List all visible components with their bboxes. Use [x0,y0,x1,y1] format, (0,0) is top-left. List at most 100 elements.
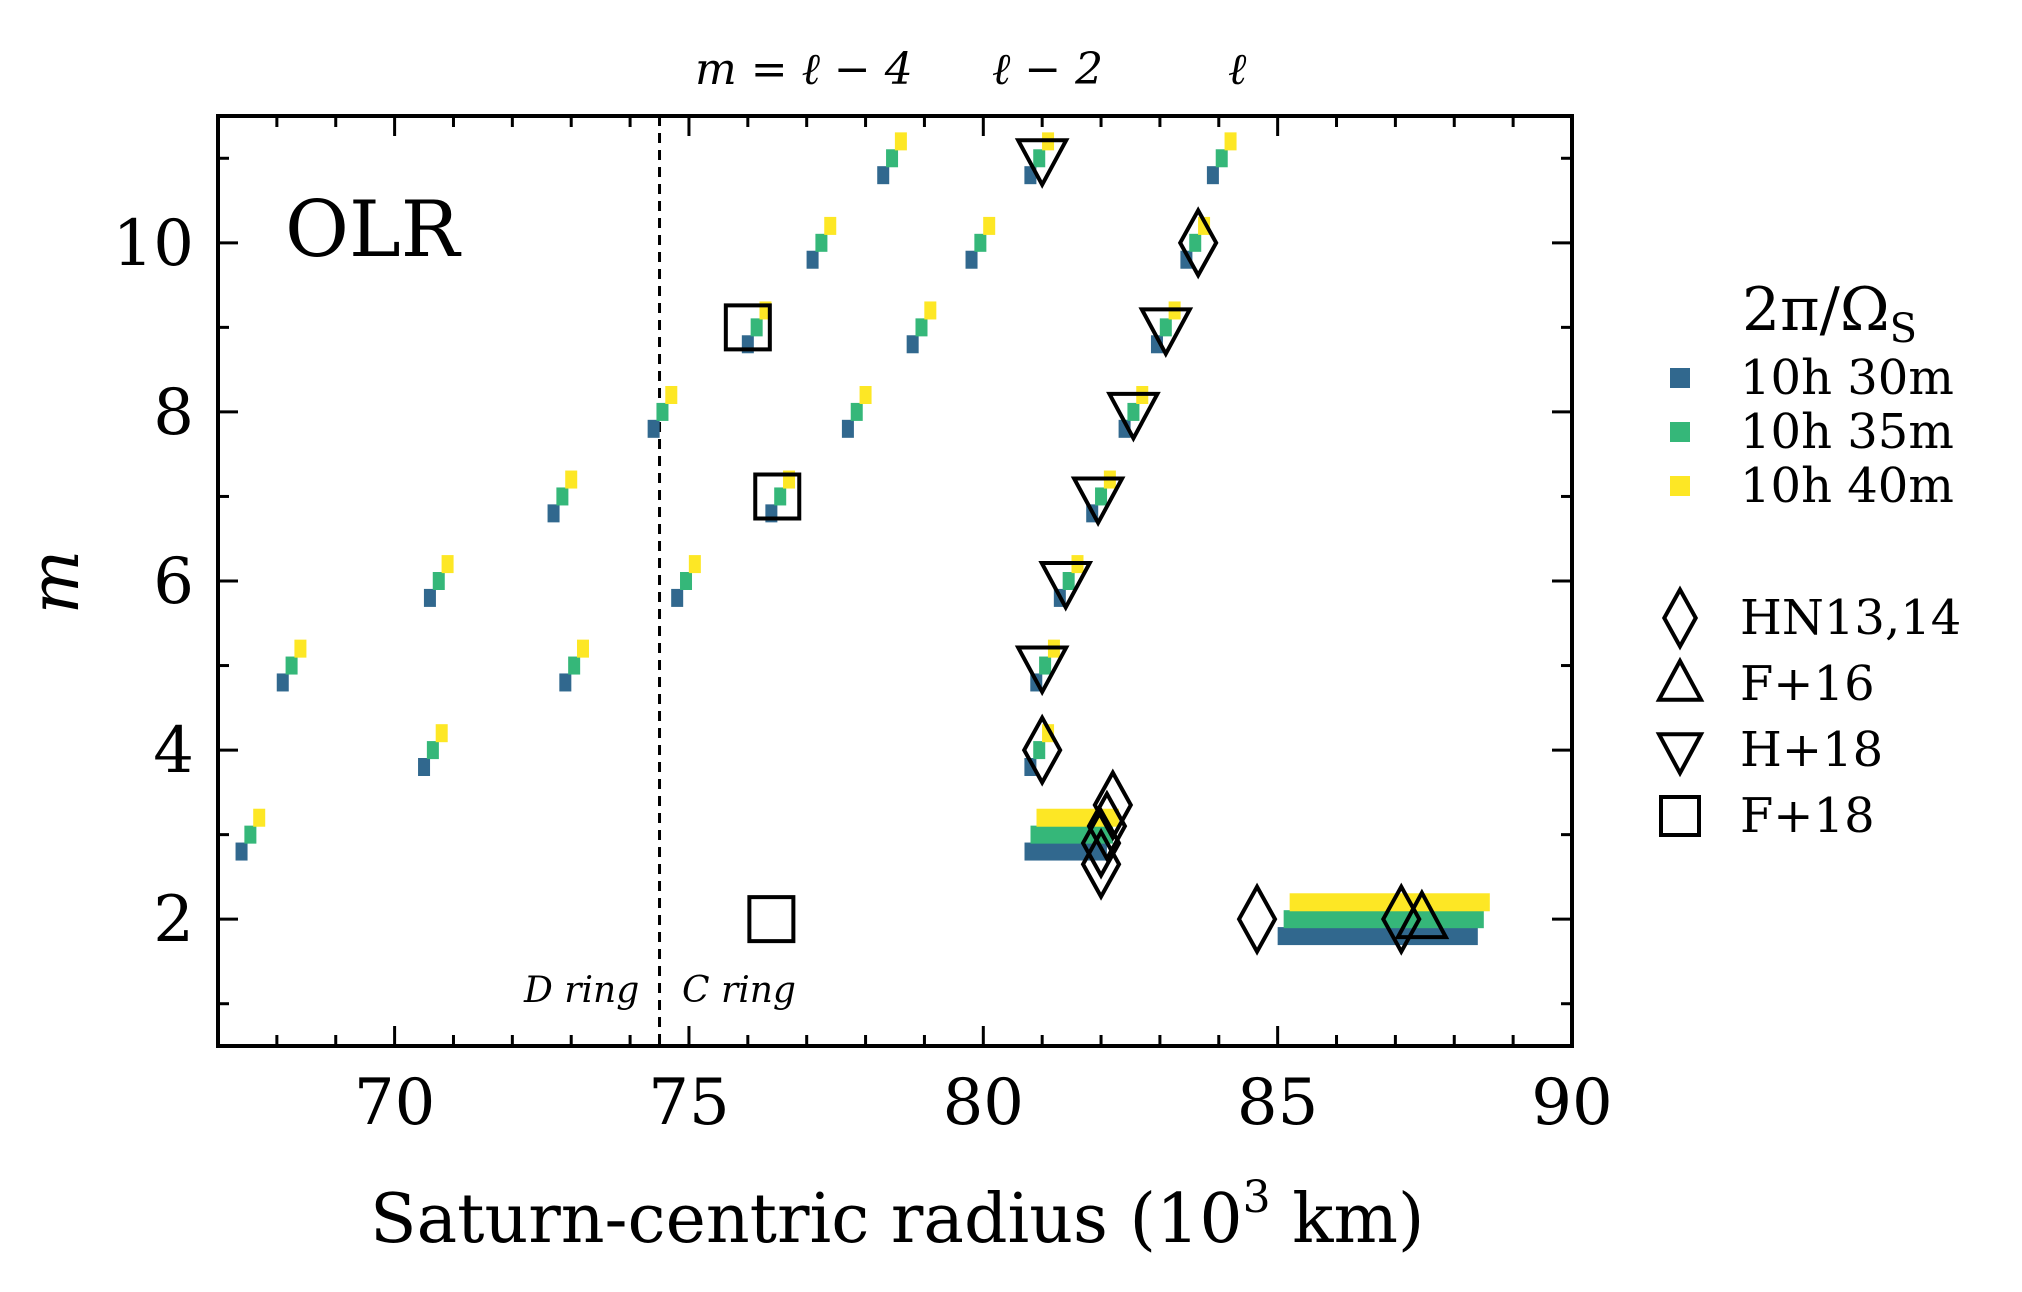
resonance-point [1039,656,1052,675]
panel-label: OLR [285,185,462,275]
resonance-point [924,301,937,320]
legend-title-main: 2π/Ω [1742,275,1890,345]
resonance-point [556,487,569,506]
resonance-point [568,656,581,675]
resonance-point [426,741,439,760]
observation-diamond [1177,206,1219,280]
observation-diamond [1021,713,1063,787]
observation-square [747,895,796,944]
observation-triangle-up [1394,888,1450,940]
resonance-point [1159,318,1172,337]
x-tick-label: 75 [648,1066,729,1140]
observation-square [723,303,772,352]
y-tick-label: 8 [153,376,194,450]
resonance-point [1215,149,1228,168]
y-tick-label: 4 [153,714,194,788]
resonance-point [671,588,684,607]
resonance-point [877,166,890,185]
y-tick-label: 6 [153,545,194,619]
resonance-point [294,639,307,658]
resonance-point [815,233,828,252]
legend-symbol-triangle-up [1655,656,1705,702]
observation-triangle-down [1138,307,1194,358]
y-tick-label: 2 [153,883,194,957]
resonance-point [418,758,431,776]
resonance-point [1095,487,1108,506]
observation-triangle-down [1038,561,1094,612]
observation-triangle-down [1014,138,1070,189]
resonance-point [432,572,445,590]
resonance-point [244,825,257,844]
resonance-point [656,402,669,421]
observation-diamond [1092,768,1134,842]
resonance-point [665,386,678,404]
legend-entry-label: 10h 35m [1740,404,1954,460]
resonance-point [1033,149,1046,168]
d-ring-label: D ring [523,970,639,1011]
resonance-point [859,386,872,404]
resonance-point [1033,741,1046,760]
x-tick-label: 90 [1531,1066,1612,1140]
resonance-point [774,487,787,506]
x-axis-title-main: Saturn-centric radius (10 [370,1180,1243,1259]
resonance-point [983,216,996,235]
c-ring-label: C ring [682,970,796,1011]
resonance-point [906,335,919,354]
observation-triangle-down [1070,476,1126,528]
legend-entry-label: F+16 [1740,656,1875,712]
resonance-point [285,656,298,675]
resonance-point [688,555,701,574]
observation-square [753,472,802,521]
observation-triangle-down [1106,391,1161,443]
resonance-point [441,555,454,574]
resonance-point [965,250,978,269]
observation-triangle-down [1014,645,1070,697]
resonance-point [886,149,899,168]
resonance-point [1224,132,1237,151]
legend-swatch [1670,422,1690,442]
x-axis-title: Saturn-centric radius (103 km) [370,1172,1424,1259]
resonance-point [565,470,578,489]
legend-symbol-square [1659,795,1701,837]
legend-symbol-triangle-down [1655,732,1705,778]
legend-entry-label: HN13,14 [1740,590,1961,646]
resonance-point [824,216,837,235]
legend-entry-label: 10h 30m [1740,350,1954,406]
resonance-point [547,504,560,523]
resonance-point [235,842,248,861]
resonance-point [1127,402,1140,421]
resonance-point [1024,758,1037,776]
x-tick-label: 80 [943,1066,1024,1140]
legend-entry-label: F+18 [1740,788,1875,844]
resonance-point [276,673,289,692]
axes-layer: 70 75 80 85 90 2 4 6 8 10 [113,116,1613,1140]
legend-entry-label: H+18 [1740,722,1883,778]
legend-swatch [1670,476,1690,496]
resonance-point [915,318,928,337]
x-tick-label: 85 [1237,1066,1318,1140]
resonance-point [423,588,436,607]
legend-title: 2π/ΩS [1742,275,1917,352]
resonance-point [806,250,819,269]
resonance-point [1062,572,1075,590]
legend-swatch [1670,368,1690,388]
top-label-l-minus-4: m = ℓ − 4 [695,44,913,95]
range-bar-m2-0 [1277,927,1478,946]
legend-title-sub: S [1890,306,1917,352]
resonance-point [1206,166,1219,185]
observation-diamond [1236,882,1278,956]
observation-diamond [1080,806,1122,880]
resonance-point [647,419,660,438]
resonance-point [253,808,266,827]
resonance-point [576,639,589,658]
x-axis-title-sup: 3 [1243,1172,1271,1223]
observation-diamond [1086,789,1128,863]
resonance-point [1180,250,1193,269]
x-tick-label: 70 [354,1066,435,1140]
resonance-point [435,724,448,743]
top-label-l: ℓ [1228,44,1247,95]
resonance-point [850,402,863,421]
y-tick-label: 10 [113,207,194,281]
